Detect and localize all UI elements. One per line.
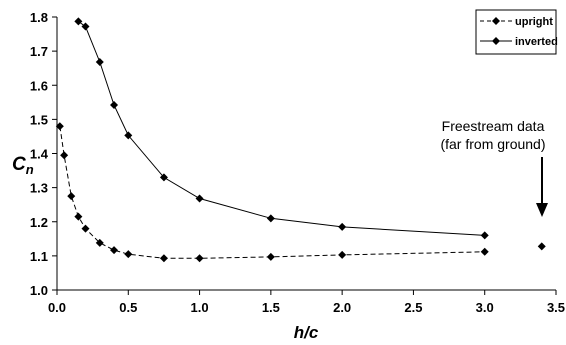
- legend-inverted-marker: [492, 37, 500, 45]
- y-tick-label: 1.1: [30, 249, 48, 264]
- data-point-inverted: [159, 173, 168, 182]
- data-point-inverted: [338, 222, 347, 231]
- data-point-upright: [480, 247, 489, 256]
- legend-inverted-label: inverted: [515, 36, 558, 48]
- x-tick-label: 3.5: [547, 300, 565, 315]
- y-axis-title: Cn: [12, 154, 34, 177]
- series-layer: [55, 17, 546, 263]
- y-tick-label: 1.4: [30, 147, 49, 162]
- data-point-inverted: [480, 231, 489, 240]
- annotation: Freestream data (far from ground): [440, 118, 548, 217]
- x-tick-label: 1.0: [191, 300, 209, 315]
- series-line-upright: [59, 126, 485, 259]
- data-point-inverted: [266, 214, 275, 223]
- y-tick-label: 1.3: [30, 181, 48, 196]
- data-point-inverted: [124, 131, 133, 140]
- x-tick-label: 3.0: [476, 300, 494, 315]
- data-point-inverted: [195, 194, 204, 203]
- y-axis-title-subscript: n: [26, 162, 34, 177]
- data-point-upright: [266, 252, 275, 261]
- y-tick-label: 1.2: [30, 215, 48, 230]
- axis-titles: h/c Cn: [12, 154, 319, 342]
- axes: 0.0 0.5 1.0 1.5 2.0 2.5 3.0 3.5 1.0 1.1 1.2 1.3 1.4 1…: [30, 10, 565, 315]
- data-point-upright: [95, 238, 104, 247]
- data-point-upright: [60, 151, 69, 160]
- annotation-arrowhead: [536, 203, 548, 217]
- data-point-upright: [195, 254, 204, 263]
- y-axis-title-main: C: [12, 154, 26, 175]
- annotation-line2: (far from ground): [440, 136, 545, 152]
- data-point-upright: [81, 224, 90, 233]
- data-point-upright: [74, 212, 83, 221]
- annotation-line1: Freestream data: [442, 118, 545, 134]
- data-point-upright: [110, 246, 119, 255]
- y-tick-label: 1.8: [30, 10, 48, 25]
- freestream-data-point: [537, 242, 546, 251]
- data-point-inverted: [95, 58, 104, 67]
- data-point-upright: [67, 192, 76, 201]
- y-tick-label: 1.7: [30, 44, 48, 59]
- x-tick-label: 1.5: [262, 300, 280, 315]
- data-point-upright: [55, 122, 64, 131]
- data-point-inverted: [81, 22, 90, 31]
- legend-upright-label: upright: [515, 16, 553, 28]
- legend-box: [475, 9, 557, 55]
- data-point-inverted: [74, 17, 83, 26]
- y-tick-label: 1.0: [30, 283, 48, 298]
- x-axis-title: h/c: [294, 323, 319, 342]
- x-tick-label: 2.0: [333, 300, 351, 315]
- y-tick-label: 1.6: [30, 78, 48, 93]
- legend: upright inverted: [475, 9, 558, 55]
- data-point-inverted: [110, 101, 119, 110]
- x-tick-label: 0.5: [119, 300, 137, 315]
- data-point-upright: [159, 254, 168, 263]
- data-point-upright: [338, 250, 347, 259]
- legend-upright-marker: [492, 17, 500, 25]
- x-tick-label: 0.0: [48, 300, 66, 315]
- x-tick-label: 2.5: [404, 300, 422, 315]
- y-tick-label: 1.5: [30, 112, 48, 127]
- series-line-inverted: [78, 20, 485, 236]
- data-point-upright: [124, 250, 133, 259]
